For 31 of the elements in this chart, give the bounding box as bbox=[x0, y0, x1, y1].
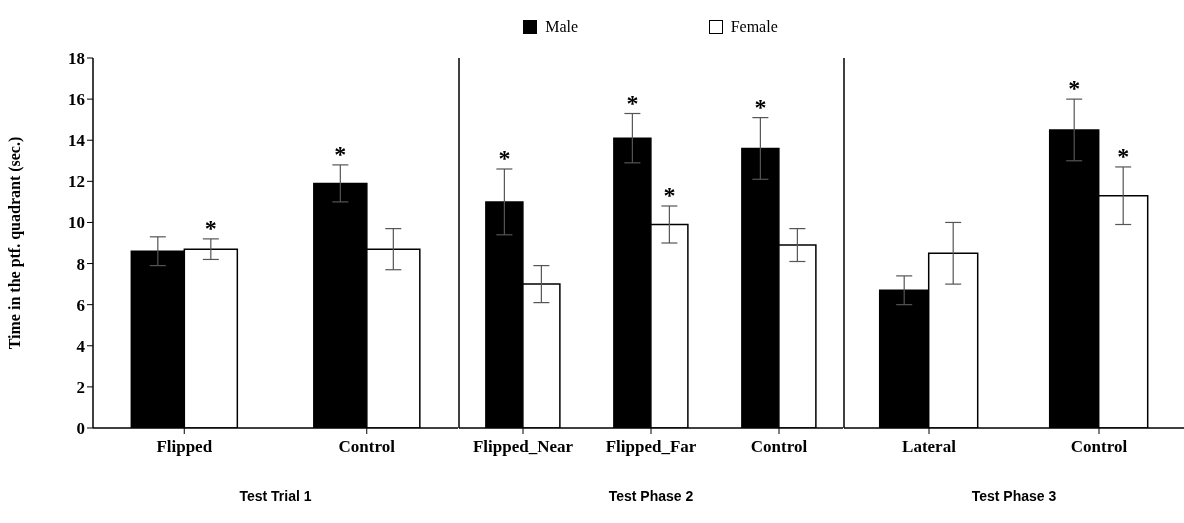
annotation: * bbox=[334, 140, 347, 167]
x-axis-title: Test Trial 1 bbox=[239, 488, 312, 504]
x-tick-label: Lateral bbox=[902, 437, 957, 457]
x-axis-title: Test Phase 2 bbox=[608, 488, 694, 504]
annotation: * bbox=[1068, 75, 1081, 102]
x-tick-label: Flipped bbox=[156, 437, 213, 457]
y-axis-title: Time in the ptf. quadrant (sec.) bbox=[5, 136, 24, 350]
y-tick-label: 8 bbox=[76, 254, 85, 274]
x-tick-label: Flipped_Near bbox=[472, 437, 574, 457]
legend-label: Male bbox=[545, 18, 579, 36]
y-tick-label: 14 bbox=[68, 131, 86, 151]
y-tick-label: 0 bbox=[76, 419, 85, 439]
y-tick-label: 4 bbox=[76, 336, 86, 356]
x-tick-label: Flipped_Far bbox=[605, 437, 697, 457]
y-tick-label: 12 bbox=[68, 172, 85, 192]
annotation: * bbox=[204, 214, 217, 241]
annotation: * bbox=[754, 93, 767, 120]
x-tick-label: Control bbox=[750, 437, 808, 457]
annotation: * bbox=[626, 89, 639, 116]
y-tick-label: 2 bbox=[76, 377, 85, 397]
annotation: * bbox=[663, 182, 676, 208]
annotation: * bbox=[498, 145, 511, 171]
x-axis-title: Test Phase 3 bbox=[971, 488, 1057, 504]
y-tick-label: 6 bbox=[76, 295, 85, 315]
annotation: * bbox=[1117, 142, 1130, 169]
legend-label: Female bbox=[730, 18, 778, 36]
y-tick-label: 10 bbox=[68, 213, 85, 233]
x-tick-label: Control bbox=[1070, 437, 1128, 457]
y-tick-label: 18 bbox=[68, 49, 85, 69]
x-tick-label: Control bbox=[338, 437, 396, 457]
y-tick-label: 16 bbox=[68, 90, 85, 110]
